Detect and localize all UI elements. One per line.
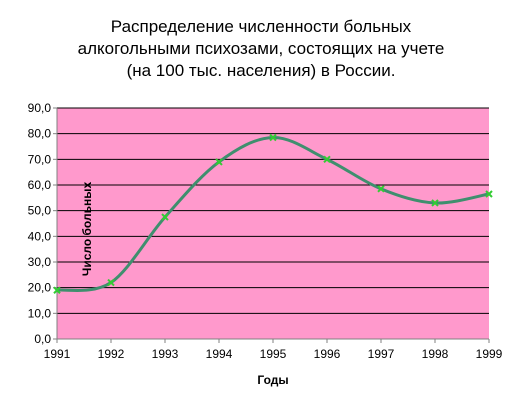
data-point <box>485 190 493 198</box>
x-tick-label: 1999 <box>476 347 503 361</box>
y-tick-label: 30,0 <box>28 255 52 269</box>
x-tick-label: 1992 <box>98 347 125 361</box>
series-markers <box>53 133 493 294</box>
x-tick-label: 1997 <box>368 347 395 361</box>
data-point <box>323 155 331 164</box>
y-tick-label: 10,0 <box>28 306 52 320</box>
data-point <box>431 199 439 207</box>
x-tick-label: 1994 <box>206 347 233 361</box>
y-axis-title: Число больных <box>80 182 94 277</box>
y-tick-label: 50,0 <box>28 204 52 218</box>
chart-title-line-3: (на 100 тыс. населения) в России. <box>127 61 396 80</box>
x-axis-title: Годы <box>257 373 288 387</box>
x-tick-label: 1991 <box>44 347 71 361</box>
chart-title-line-2: алкогольными психозами, состоящих на уче… <box>78 39 445 58</box>
plot-area <box>57 108 489 339</box>
gridlines <box>53 107 489 340</box>
axes <box>56 108 490 343</box>
y-tick-label: 70,0 <box>28 152 52 166</box>
data-point <box>53 286 61 294</box>
x-axis-tick-labels: 1991 1992 1993 1994 1995 1996 1997 1998 1999 <box>44 347 503 361</box>
data-point <box>107 278 115 287</box>
data-point <box>161 213 169 221</box>
x-tick-label: 1996 <box>314 347 341 361</box>
x-tick-label: 1993 <box>152 347 179 361</box>
y-tick-label: 60,0 <box>28 178 52 192</box>
data-point <box>215 158 223 166</box>
x-tick-label: 1998 <box>422 347 449 361</box>
x-tick-label: 1995 <box>260 347 287 361</box>
y-tick-label: 0,0 <box>34 332 51 346</box>
y-axis-tick-labels: 0,0 10,0 20,0 30,0 40,0 50,0 60,0 70,0 80,0 90,0 <box>28 101 52 346</box>
y-tick-label: 20,0 <box>28 281 52 295</box>
data-point <box>269 133 277 142</box>
y-tick-label: 80,0 <box>28 127 52 141</box>
y-tick-label: 40,0 <box>28 229 52 243</box>
series-line <box>56 136 490 292</box>
chart-title-line-1: Распределение численности больных <box>111 17 412 36</box>
data-point <box>377 185 385 193</box>
chart-title: Распределение численности больных алкого… <box>78 17 445 80</box>
y-tick-label: 90,0 <box>28 101 52 115</box>
